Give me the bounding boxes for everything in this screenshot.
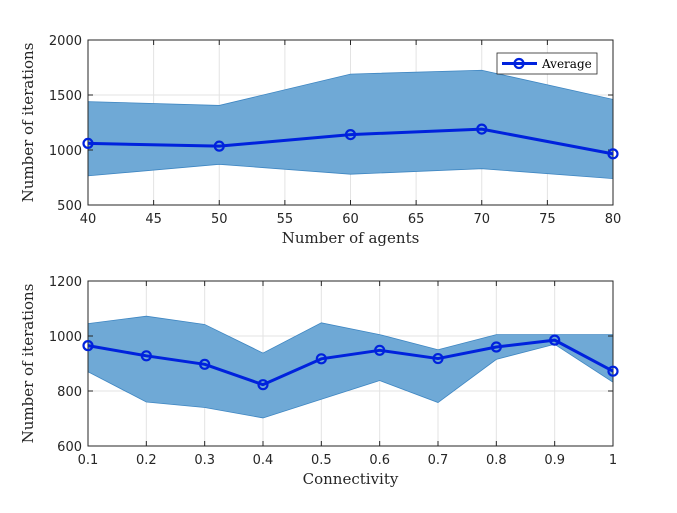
x-tick-label: 65 — [408, 212, 425, 227]
legend-label: Average — [541, 57, 592, 71]
x-tick-label: 0.7 — [428, 453, 449, 468]
data-point — [490, 341, 502, 353]
data-point — [315, 353, 327, 365]
data-point — [432, 352, 444, 365]
x-tick-label: 45 — [145, 212, 162, 227]
y-axis-title: Number of iterations — [19, 43, 37, 203]
x-tick-label: 0.6 — [369, 453, 390, 468]
data-point — [82, 340, 94, 352]
x-axis-title: Number of agents — [282, 229, 420, 247]
data-point — [549, 334, 561, 346]
x-tick-label: 0.2 — [136, 453, 157, 468]
x-tick-label: 60 — [342, 212, 359, 227]
data-point — [476, 123, 488, 135]
legend-box — [496, 52, 598, 75]
x-tick-label: 75 — [539, 212, 556, 227]
x-tick-label: 0.3 — [194, 453, 215, 468]
data-point — [213, 140, 225, 152]
x-tick-label: 50 — [211, 212, 228, 227]
legend: Average — [496, 52, 598, 75]
x-tick-label: 0.9 — [544, 453, 565, 468]
y-tick-label: 2000 — [49, 34, 82, 49]
x-tick-label: 55 — [277, 212, 294, 227]
data-point — [140, 350, 152, 362]
y-tick-label: 600 — [57, 440, 82, 455]
x-tick-label: 1 — [609, 453, 617, 468]
x-tick-label: 0.8 — [486, 453, 507, 468]
axes-box — [87, 280, 614, 447]
data-point — [607, 148, 619, 160]
data-point — [607, 365, 619, 377]
y-tick-label: 1500 — [49, 89, 82, 104]
y-tick-label: 800 — [57, 385, 82, 400]
data-point — [82, 137, 94, 149]
data-point — [199, 358, 211, 370]
bottom-chart: 0.1 0.2 0.3 0.4 0.5 0.6 0.7 0.8 0.9 1 600 800 1000 12… — [19, 275, 619, 488]
data-point — [344, 129, 357, 141]
y-tick-label: 500 — [57, 199, 82, 214]
y-tick-label: 1000 — [49, 330, 82, 345]
x-tick-label: 0.1 — [78, 453, 99, 468]
x-tick-label: 0.5 — [311, 453, 332, 468]
x-tick-label: 40 — [80, 212, 97, 227]
average-line — [87, 338, 614, 387]
data-point — [374, 344, 386, 356]
legend-marker-sample — [513, 57, 525, 70]
top-chart: 40 45 50 55 60 65 70 75 80 500 1000 1500 2000 Number … — [19, 34, 621, 247]
y-tick-label: 1000 — [49, 144, 82, 159]
x-tick-label: 80 — [605, 212, 622, 227]
x-tick-label: 0.4 — [253, 453, 274, 468]
average-line — [87, 127, 614, 156]
data-point — [257, 379, 269, 391]
y-axis-title: Number of iterations — [19, 284, 37, 444]
y-tick-label: 1200 — [49, 275, 82, 290]
x-axis-title: Connectivity — [303, 470, 399, 488]
x-tick-label: 70 — [473, 212, 490, 227]
